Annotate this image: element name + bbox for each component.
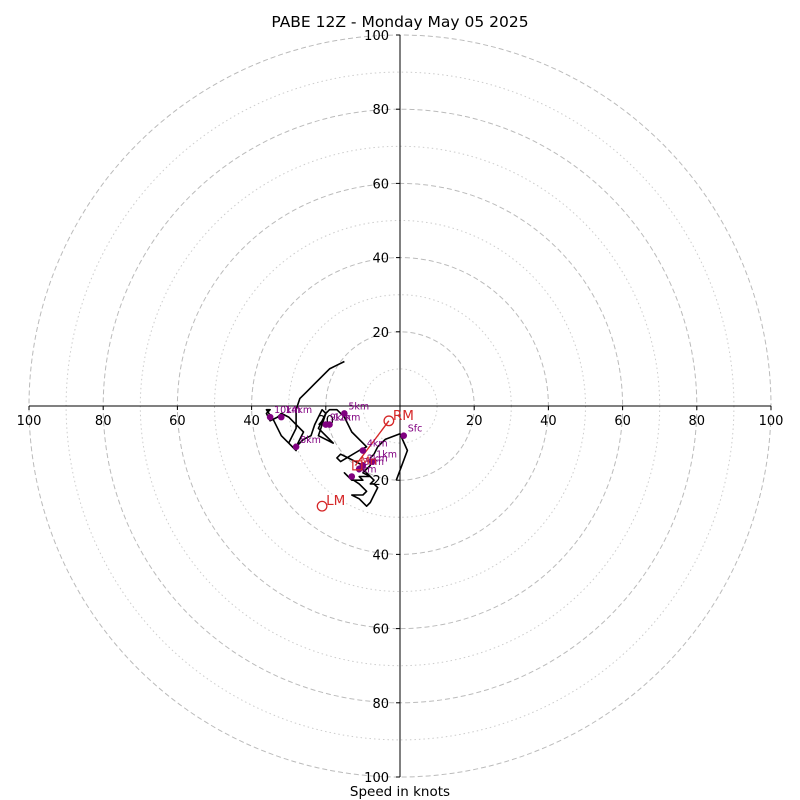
- chart-title: PABE 12Z - Monday May 05 2025: [271, 13, 528, 31]
- tick-label-bottom-20: 20: [372, 474, 389, 489]
- tick-label-bottom-40: 40: [372, 548, 389, 563]
- height-label-Sfc: Sfc: [408, 424, 423, 435]
- height-marker-10km: [266, 413, 274, 421]
- tick-label-bottom-60: 60: [372, 623, 389, 638]
- axes: [28, 34, 772, 778]
- mean-wind-marker: [352, 460, 363, 471]
- height-marker-4km: [359, 447, 367, 454]
- tick-label-top-40: 40: [372, 252, 389, 267]
- storm-motion-marker-RM: [383, 415, 395, 427]
- height-label-8km: 8km: [300, 435, 321, 446]
- height-label-6km: 6km: [356, 464, 377, 475]
- tick-label-right-20: 20: [466, 414, 483, 429]
- height-marker-3km: [355, 465, 363, 473]
- height-marker-14km: [277, 413, 285, 421]
- tick-label-right-80: 80: [689, 414, 706, 429]
- tick-label-top-80: 80: [372, 103, 389, 118]
- tick-label-right-100: 100: [759, 414, 784, 429]
- height-marker-6km: [348, 473, 356, 480]
- height-label-5km: 5km: [348, 401, 369, 412]
- height-marker-Sfc: [400, 432, 408, 439]
- height-label-3km: 3km: [363, 457, 384, 468]
- storm-motion-label-LM: LM: [326, 493, 345, 509]
- tick-labels: 2040608010010080604020204060801002040608…: [17, 29, 784, 786]
- tick-label-left-40: 40: [243, 414, 260, 429]
- height-label-9km: 9km: [330, 413, 351, 424]
- tick-label-right-40: 40: [540, 414, 557, 429]
- tick-label-top-60: 60: [372, 177, 389, 192]
- mean-wind-label: Mn: [360, 454, 376, 467]
- x-axis-label: Speed in knots: [350, 784, 450, 800]
- height-marker-5km: [341, 410, 348, 417]
- shear-vector-line: [354, 420, 390, 466]
- height-marker-1km: [368, 458, 376, 465]
- height-label-4km: 4km: [367, 439, 388, 450]
- tick-label-top-20: 20: [372, 326, 389, 341]
- height-label-2km: 2km: [367, 453, 388, 464]
- shear-vector: [354, 420, 390, 466]
- tick-label-top-100: 100: [364, 29, 389, 44]
- height-label-14km: 14km: [285, 405, 312, 416]
- height-marker-12km: [326, 421, 333, 428]
- storm-motion-markers: RM LM Mn: [316, 408, 414, 512]
- tick-label-bottom-100: 100: [364, 771, 389, 786]
- height-marker-8km: [292, 443, 300, 451]
- height-label-12km: 12km: [334, 413, 361, 424]
- height-label-1km: 1km: [376, 450, 397, 461]
- tick-label-left-60: 60: [169, 414, 186, 429]
- tick-label-right-60: 60: [614, 414, 631, 429]
- tick-label-left-80: 80: [95, 414, 112, 429]
- storm-motion-label-RM: RM: [393, 408, 414, 424]
- height-label-10km: 10km: [274, 405, 301, 416]
- tick-label-bottom-80: 80: [372, 697, 389, 712]
- storm-motion-marker-LM: [316, 500, 328, 512]
- tick-label-left-100: 100: [17, 414, 42, 429]
